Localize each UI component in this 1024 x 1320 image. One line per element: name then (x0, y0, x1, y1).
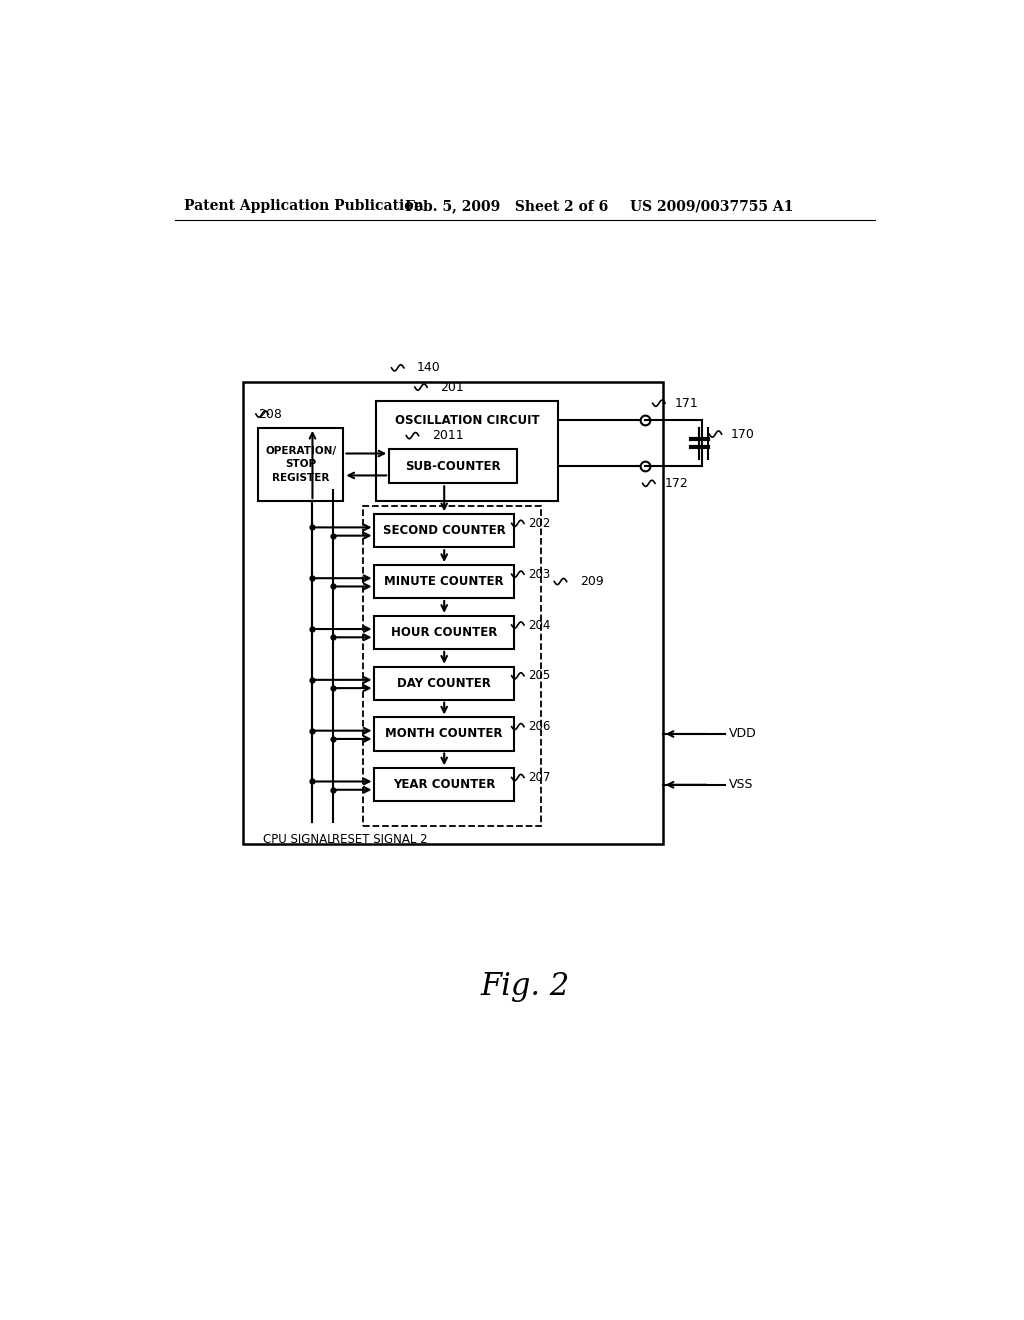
FancyBboxPatch shape (375, 768, 514, 801)
Text: 201: 201 (440, 380, 464, 393)
Text: MINUTE COUNTER: MINUTE COUNTER (384, 576, 504, 587)
FancyBboxPatch shape (375, 565, 514, 598)
FancyBboxPatch shape (243, 381, 663, 843)
Text: 171: 171 (675, 397, 698, 409)
Text: Feb. 5, 2009   Sheet 2 of 6: Feb. 5, 2009 Sheet 2 of 6 (404, 199, 608, 213)
Text: HOUR COUNTER: HOUR COUNTER (391, 626, 498, 639)
FancyBboxPatch shape (375, 515, 514, 548)
Text: CPU SIGNAL: CPU SIGNAL (263, 833, 334, 846)
Text: MONTH COUNTER: MONTH COUNTER (385, 727, 503, 741)
FancyBboxPatch shape (258, 428, 343, 502)
FancyBboxPatch shape (375, 718, 514, 751)
Text: 209: 209 (580, 576, 603, 587)
Text: VSS: VSS (729, 779, 753, 791)
Text: 170: 170 (731, 428, 755, 441)
Text: Fig. 2: Fig. 2 (480, 970, 569, 1002)
Text: VDD: VDD (729, 727, 757, 741)
Text: 203: 203 (528, 568, 550, 581)
Text: Patent Application Publication: Patent Application Publication (183, 199, 424, 213)
FancyBboxPatch shape (375, 667, 514, 700)
Text: 140: 140 (417, 362, 440, 375)
Text: 205: 205 (528, 669, 550, 682)
Text: 172: 172 (665, 477, 688, 490)
Text: 208: 208 (258, 408, 282, 421)
FancyBboxPatch shape (389, 449, 517, 483)
FancyBboxPatch shape (362, 507, 541, 826)
FancyBboxPatch shape (376, 401, 558, 502)
Text: 2011: 2011 (432, 429, 464, 442)
Text: 207: 207 (528, 771, 550, 784)
Text: DAY COUNTER: DAY COUNTER (397, 677, 492, 689)
Text: SUB-COUNTER: SUB-COUNTER (406, 459, 501, 473)
Text: 202: 202 (528, 517, 550, 529)
Text: 206: 206 (528, 721, 550, 733)
Text: 204: 204 (528, 619, 550, 631)
Text: SECOND COUNTER: SECOND COUNTER (383, 524, 506, 537)
Text: OSCILLATION CIRCUIT: OSCILLATION CIRCUIT (394, 413, 540, 426)
FancyBboxPatch shape (375, 615, 514, 649)
Text: OPERATION/
STOP
REGISTER: OPERATION/ STOP REGISTER (265, 446, 337, 483)
Text: RESET SIGNAL 2: RESET SIGNAL 2 (332, 833, 428, 846)
Text: US 2009/0037755 A1: US 2009/0037755 A1 (630, 199, 794, 213)
Text: YEAR COUNTER: YEAR COUNTER (393, 779, 496, 791)
